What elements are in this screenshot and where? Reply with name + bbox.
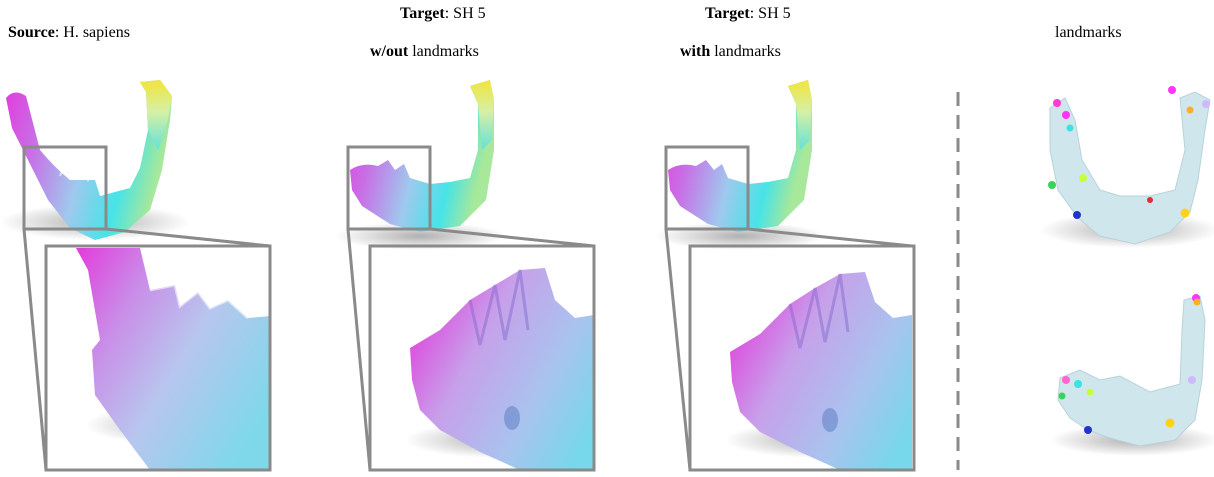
target-without-zoom-inset bbox=[368, 244, 596, 472]
target-with-subtitle: with landmarks bbox=[680, 42, 781, 62]
target-without-title: Target: SH 5 bbox=[400, 4, 486, 24]
target-without-mandible-render bbox=[335, 80, 505, 250]
target-with-title: Target: SH 5 bbox=[705, 4, 791, 24]
landmarks-bottom-view bbox=[1050, 294, 1214, 456]
source-label: Source: H. sapiens bbox=[8, 23, 130, 43]
target-with-title-rest: : SH 5 bbox=[749, 5, 791, 22]
target-without-subtitle-rest: landmarks bbox=[408, 43, 479, 60]
source-label-rest: : H. sapiens bbox=[54, 24, 130, 41]
target-without-title-rest: : SH 5 bbox=[444, 5, 486, 22]
landmarks-label: landmarks bbox=[1055, 24, 1122, 41]
target-without-subtitle-bold: w/out bbox=[370, 43, 409, 60]
source-zoom-inset bbox=[44, 244, 275, 472]
landmark-markers-bottom bbox=[1058, 294, 1201, 434]
landmarks-top-view bbox=[1040, 86, 1214, 248]
target-without-zoom-frame bbox=[346, 145, 595, 471]
target-with-zoom-frame bbox=[664, 145, 913, 471]
landmark-markers-top bbox=[1048, 86, 1210, 219]
target-with-subtitle-bold: with bbox=[680, 43, 711, 60]
source-zoom-frame bbox=[22, 145, 271, 471]
target-without-title-bold: Target bbox=[400, 5, 445, 22]
target-with-title-bold: Target bbox=[705, 5, 750, 22]
target-with-mandible-render bbox=[655, 80, 825, 250]
source-label-bold: Source bbox=[8, 24, 55, 41]
source-mandible-render bbox=[0, 80, 190, 240]
target-without-subtitle: w/out landmarks bbox=[370, 42, 479, 62]
target-with-zoom-inset bbox=[688, 244, 916, 472]
target-with-subtitle-rest: landmarks bbox=[710, 43, 781, 60]
